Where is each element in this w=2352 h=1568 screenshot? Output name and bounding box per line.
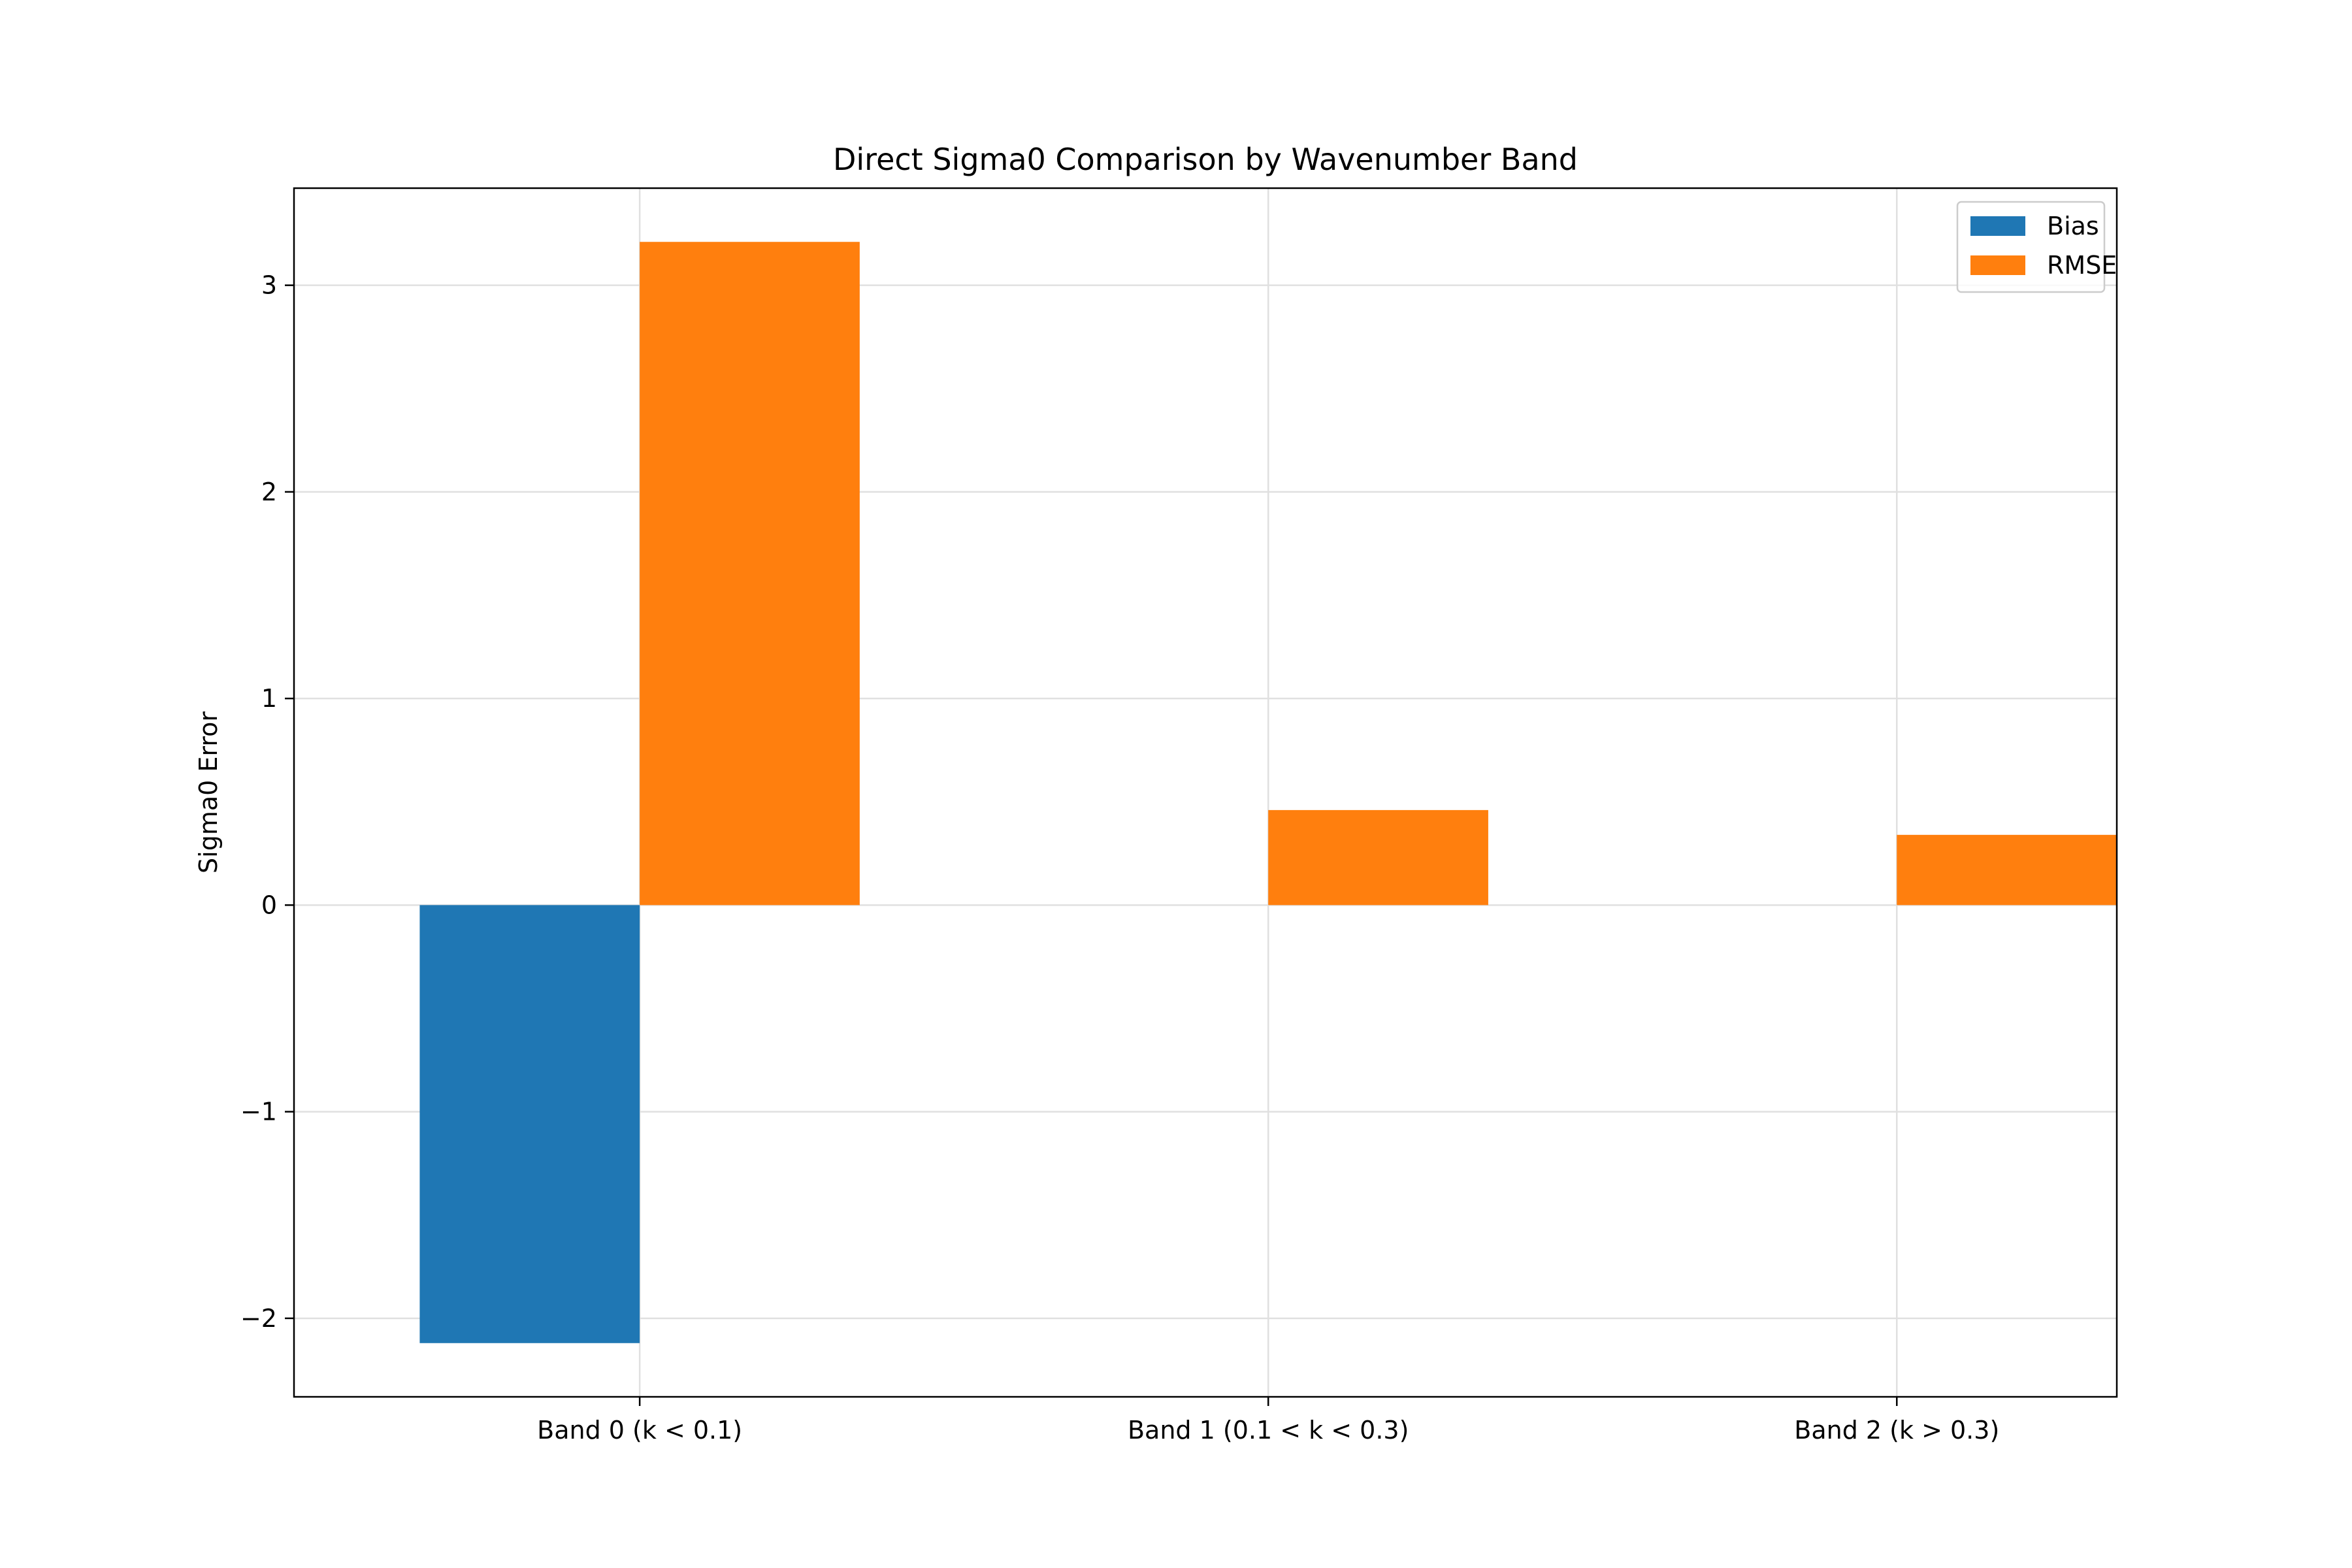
axis-ticks: −2 −1 0 1 2 3 Band 0 (k < 0.1) Band 1 (0.1 < k …	[240, 271, 1999, 1445]
y-tick-label-5: 3	[261, 271, 277, 300]
y-axis-label: Sigma0 Error	[194, 711, 223, 874]
bar-bias-0	[419, 905, 640, 1343]
x-tick-label-0: Band 0 (k < 0.1)	[537, 1416, 742, 1445]
y-tick-label-3: 1	[261, 684, 277, 713]
x-tick-label-1: Band 1 (0.1 < k < 0.3)	[1128, 1416, 1409, 1445]
legend-label-rmse: RMSE	[2047, 251, 2117, 280]
y-tick-label-4: 2	[261, 478, 277, 506]
y-tick-label-2: 0	[261, 890, 277, 919]
bar-rmse-2	[1897, 834, 2117, 906]
legend-label-bias: Bias	[2047, 212, 2099, 240]
legend: Bias RMSE	[1956, 201, 2117, 293]
y-tick-label-1: −1	[240, 1098, 277, 1126]
x-tick-label-2: Band 2 (k > 0.3)	[1794, 1416, 1999, 1445]
y-tick-label-0: −2	[240, 1304, 277, 1333]
legend-swatch-rmse	[1970, 255, 2025, 275]
legend-swatch-bias	[1970, 216, 2025, 236]
bar-rmse-1	[1268, 809, 1488, 906]
bars	[419, 242, 2117, 1343]
chart-title: Direct Sigma0 Comparison by Wavenumber B…	[833, 142, 1578, 177]
bar-rmse-0	[640, 242, 860, 906]
plot-frame	[293, 187, 2118, 1398]
